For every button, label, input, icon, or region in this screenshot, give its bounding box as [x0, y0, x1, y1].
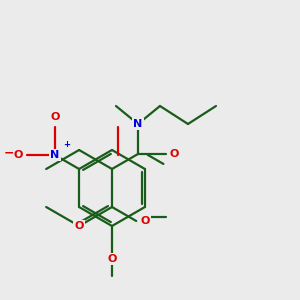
Text: N: N — [50, 150, 59, 160]
Text: +: + — [63, 140, 70, 149]
Text: O: O — [74, 221, 84, 231]
Text: O: O — [170, 149, 179, 159]
Text: O: O — [14, 150, 23, 160]
Text: O: O — [140, 216, 150, 226]
Text: −: − — [4, 146, 14, 160]
Text: N: N — [134, 119, 142, 129]
Text: O: O — [50, 112, 59, 122]
Text: O: O — [107, 254, 117, 264]
